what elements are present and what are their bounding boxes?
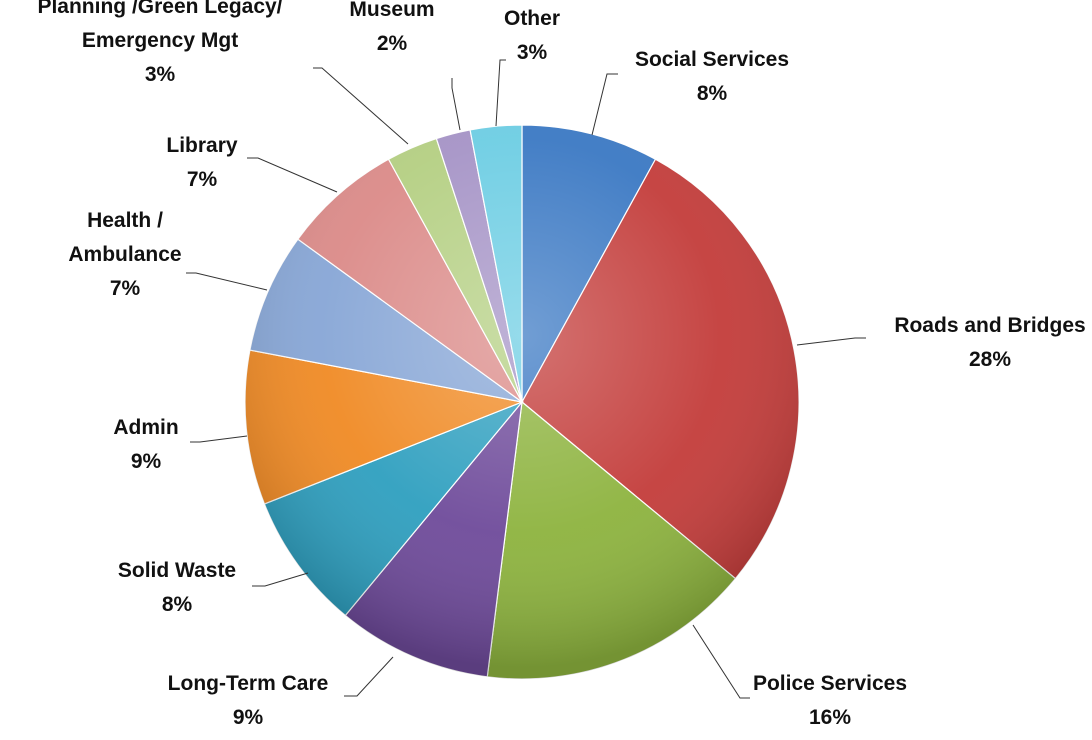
slice-percent-label: 3%: [517, 41, 548, 64]
leader-line: [313, 67, 409, 145]
slice-category-label: Health /: [87, 209, 163, 232]
slice-percent-label: 7%: [110, 277, 141, 300]
slice-category-label: Emergency Mgt: [82, 29, 238, 52]
leader-line: [252, 572, 309, 587]
leader-line: [451, 78, 461, 131]
slice-category-label: Admin: [113, 416, 178, 439]
slice-category-label: Roads and Bridges: [894, 314, 1085, 337]
leader-line: [186, 272, 268, 291]
leader-line: [796, 337, 866, 346]
slice-category-label: Planning /Green Legacy/: [37, 0, 282, 18]
slice-percent-label: 28%: [969, 348, 1011, 371]
slice-category-label: Ambulance: [68, 243, 181, 266]
pie-slices: [244, 124, 800, 680]
slice-percent-label: 2%: [377, 32, 408, 55]
slice-percent-label: 3%: [145, 63, 176, 86]
leader-lines: [186, 59, 866, 699]
slice-percent-label: 8%: [162, 593, 193, 616]
leader-line: [247, 157, 338, 193]
slice-percent-label: 9%: [131, 450, 162, 473]
slice-percent-label: 8%: [697, 82, 728, 105]
slice-category-label: Police Services: [753, 672, 907, 695]
slice-category-label: Long-Term Care: [168, 672, 329, 695]
leader-line: [495, 59, 506, 127]
leader-line: [190, 435, 248, 443]
slice-percent-label: 9%: [233, 706, 264, 729]
slice-category-label: Solid Waste: [118, 559, 236, 582]
slice-category-label: Social Services: [635, 48, 789, 71]
slice-category-label: Museum: [349, 0, 434, 21]
slice-percent-label: 16%: [809, 706, 851, 729]
leader-line: [344, 656, 394, 697]
slice-labels: Social Services 8% Roads and Bridges 28% Pol…: [37, 0, 1085, 729]
slice-category-label: Library: [166, 134, 238, 157]
leader-line: [591, 73, 618, 136]
leader-line: [692, 624, 750, 699]
slice-category-label: Other: [504, 7, 560, 30]
slice-percent-label: 7%: [187, 168, 218, 191]
